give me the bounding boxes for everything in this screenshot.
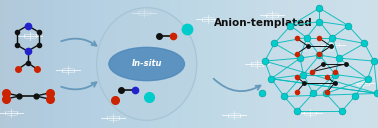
Text: In-situ: In-situ	[132, 60, 162, 68]
Ellipse shape	[97, 8, 197, 120]
Text: Anion-templated: Anion-templated	[214, 18, 312, 28]
Ellipse shape	[109, 47, 184, 81]
